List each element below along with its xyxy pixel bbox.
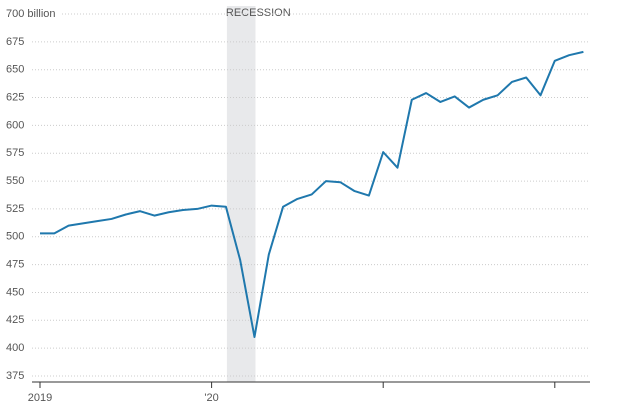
y-tick-label: 600: [6, 119, 24, 131]
y-tick-label: 450: [6, 286, 24, 298]
x-tick-label: '20: [204, 392, 218, 404]
y-tick-label: 550: [6, 175, 24, 187]
recession-band: [226, 6, 256, 382]
y-tick-label: 575: [6, 147, 24, 159]
y-tick-label: 475: [6, 259, 24, 271]
data-line: [40, 50, 584, 339]
y-tick-label: 675: [6, 36, 24, 48]
y-tick-label: 425: [6, 314, 24, 326]
y-tick-label: 650: [6, 64, 24, 76]
y-tick-label: 400: [6, 342, 24, 354]
x-tick-label: 2019: [28, 392, 52, 404]
y-tick-label: 625: [6, 91, 24, 103]
y-tick-label: 375: [6, 370, 24, 382]
y-tick-label: 525: [6, 203, 24, 215]
y-tick-label: 700 billion: [6, 8, 56, 20]
y-tick-label: 500: [6, 231, 24, 243]
recession-label: RECESSION: [226, 7, 291, 19]
